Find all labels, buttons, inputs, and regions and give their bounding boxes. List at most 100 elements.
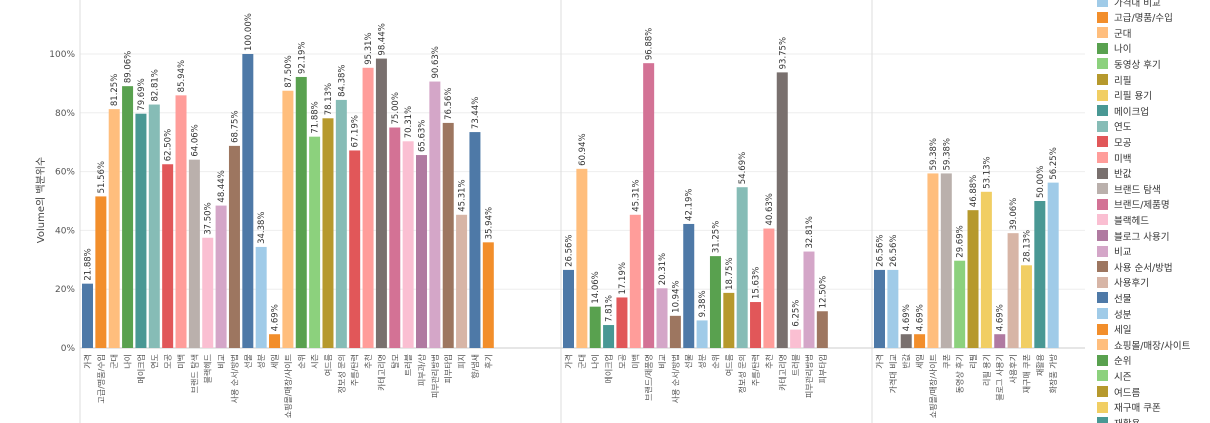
value-label: 82.81%	[150, 69, 160, 101]
value-label: 4.69%	[916, 304, 926, 331]
bars	[82, 54, 1059, 349]
legend-swatch	[1097, 323, 1108, 335]
value-label: 76.56%	[444, 87, 454, 119]
legend-label: 사용후기	[1114, 278, 1149, 290]
category-label: 선물	[244, 354, 253, 369]
value-label: 10.94%	[671, 280, 681, 312]
category-label: 메이크업	[136, 354, 146, 383]
value-label: 7.81%	[605, 295, 615, 322]
category-label: 사용 순서/방법	[229, 354, 239, 403]
bar	[994, 334, 1006, 348]
bar	[255, 246, 267, 348]
category-label: 카테고리명	[376, 354, 386, 391]
category-label: 가격	[564, 354, 574, 369]
category-label: 나이	[123, 354, 133, 369]
legend-label: 나이	[1114, 44, 1132, 56]
legend-label: 브랜드 탐색	[1114, 184, 1161, 196]
category-label: 사용 순서/방법	[670, 354, 680, 403]
bar	[349, 150, 361, 348]
bar	[563, 269, 574, 348]
value-label: 75.00%	[391, 92, 401, 124]
bar	[188, 159, 200, 348]
legend-label: 블로그 사용기	[1114, 231, 1170, 243]
legend-label: 군대	[1114, 28, 1132, 40]
bar	[309, 136, 321, 348]
category-label: 성분	[257, 354, 266, 369]
legend-swatch	[1097, 167, 1108, 179]
value-label: 70.31%	[404, 106, 414, 138]
category-label: 피부관리방법	[430, 354, 440, 398]
category-label: 쇼핑몰/매장/사이트	[283, 354, 293, 418]
value-label: 31.25%	[711, 221, 721, 253]
category-label: 후기	[484, 354, 493, 369]
value-label: 34.38%	[257, 212, 267, 244]
legend-swatch	[1097, 27, 1108, 39]
category-label: 향/냄새	[470, 354, 480, 379]
bar	[914, 334, 926, 348]
category-label: 연도	[150, 354, 159, 369]
value-label: 78.13%	[324, 83, 334, 115]
legend-item: 사용후기	[1097, 275, 1149, 290]
category-label: 트러블	[403, 354, 413, 376]
value-label: 60.94%	[578, 133, 588, 165]
bar	[269, 334, 281, 348]
value-label: 15.63%	[752, 267, 762, 299]
category-labels: 가격 고급/명품/수입 군대 나이 메이크업 연도 모공 미백 브랜드 탐색 블랙헤드 비교 사용 순…	[83, 353, 1059, 418]
bar	[900, 334, 912, 348]
category-label: 순위	[297, 354, 306, 369]
category-label: 피부타입	[818, 354, 827, 383]
category-label: 미백	[176, 354, 186, 369]
category-label: 재구매 쿠폰	[1022, 354, 1031, 393]
bar	[776, 72, 788, 348]
bar	[803, 251, 815, 348]
legend-item: 리필 용기	[1097, 88, 1152, 103]
category-label: 사용후기	[1009, 354, 1018, 383]
category-label: 피부과/샵	[417, 353, 427, 386]
value-label: 67.19%	[351, 115, 361, 147]
legend-item: 세일	[1097, 322, 1131, 337]
legend-swatch	[1097, 417, 1108, 423]
legend-swatch	[1097, 0, 1108, 7]
value-label: 21.88%	[84, 248, 94, 280]
value-label: 6.25%	[792, 300, 802, 327]
value-label: 50.00%	[1036, 166, 1046, 198]
legend-item: 메이크업	[1097, 103, 1149, 118]
value-label: 35.94%	[484, 207, 494, 239]
legend-item: 시즌	[1097, 368, 1131, 383]
value-labels: 21.88% 51.56% 81.25% 89.06%79.69% 82.81% 62.5…	[84, 13, 1060, 331]
legend-label: 가격대 비교	[1114, 0, 1161, 9]
legend-swatch	[1097, 42, 1108, 54]
bar	[375, 58, 387, 349]
category-label: 비교	[658, 354, 667, 369]
legend-label: 동영상 후기	[1114, 59, 1161, 71]
category-label: 여드름	[323, 354, 333, 376]
y-tick-label: 80%	[55, 109, 75, 119]
legend-item: 연도	[1097, 119, 1131, 134]
value-label: 81.25%	[110, 74, 120, 106]
bar	[389, 127, 401, 348]
legend: 가격대 비교 고급/명품/수입 군대 나이 동영상 후기 리필 리필 용기 메이크업 연도 모공 미…	[1087, 0, 1210, 423]
value-label: 26.56%	[889, 234, 899, 266]
value-label: 65.63%	[418, 120, 428, 152]
category-label: 쇼핑몰/매장/사이트	[928, 354, 938, 418]
value-label: 79.69%	[137, 78, 147, 110]
legend-item: 재활용	[1097, 415, 1140, 423]
bar-chart: 21.88% 51.56% 81.25% 89.06%79.69% 82.81% 62.5…	[34, 0, 1085, 423]
legend-item: 비교	[1097, 244, 1131, 259]
legend-item: 고급/명품/수입	[1097, 10, 1173, 25]
value-label: 17.19%	[618, 262, 628, 294]
y-tick-label: 0%	[61, 344, 76, 354]
value-label: 4.69%	[902, 304, 912, 331]
legend-item: 여드름	[1097, 384, 1140, 399]
bar	[603, 325, 615, 348]
category-label: 블로그 사용기	[995, 354, 1005, 401]
bar	[616, 297, 628, 348]
legend-swatch	[1097, 105, 1108, 117]
value-label: 85.94%	[177, 60, 187, 92]
value-label: 28.13%	[1022, 230, 1032, 262]
category-label: 주름/탄력	[751, 354, 761, 386]
legend-swatch	[1097, 276, 1108, 288]
legend-item: 블랙헤드	[1097, 212, 1149, 227]
category-label: 성분	[698, 354, 707, 369]
category-label: 시즌	[311, 354, 320, 369]
